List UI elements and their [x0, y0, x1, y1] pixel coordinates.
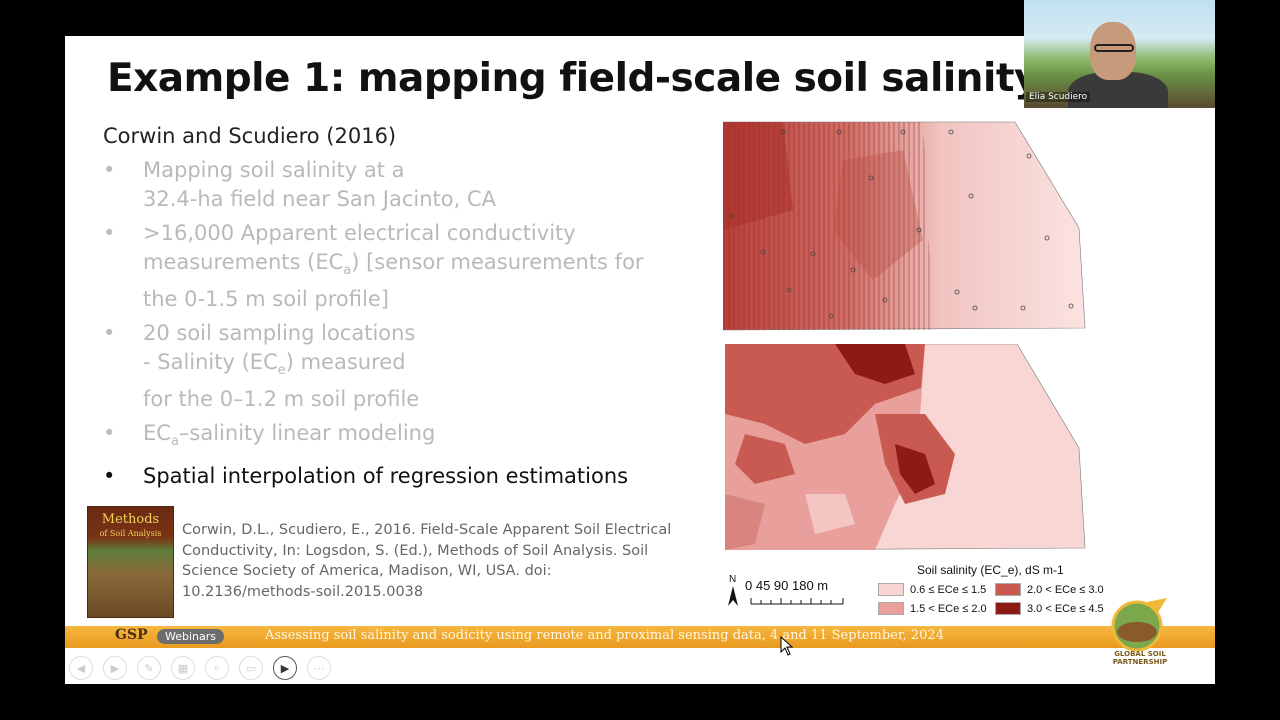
- legend-label: 3.0 < ECe ≤ 4.5: [1027, 602, 1104, 615]
- book-cover-image: Methods of Soil Analysis: [87, 506, 174, 618]
- legend-title: Soil salinity (EC_e), dS m-1: [917, 563, 1064, 577]
- bullet-line: 32.4-ha field near San Jacinto, CA: [143, 187, 496, 211]
- bullet-item: Spatial interpolation of regression esti…: [103, 462, 723, 491]
- webinar-banner: GSP Webinars Assessing soil salinity and…: [65, 626, 1215, 648]
- bullet-line: measurements (ECa) [sensor measurements …: [143, 250, 644, 279]
- presenter-name: Elia Scudiero: [1026, 92, 1091, 102]
- webinars-badge: Webinars: [157, 629, 225, 644]
- eca-survey-map: [723, 121, 1086, 331]
- bullet-line: the 0-1.5 m soil profile]: [143, 287, 389, 312]
- mouse-cursor-icon: [780, 636, 794, 656]
- slide-title: Example 1: mapping field-scale soil sali…: [107, 56, 1039, 101]
- gsp-logo-text: GLOBAL SOIL PARTNERSHIP: [1112, 650, 1168, 666]
- zoom-icon[interactable]: ⌕: [205, 656, 229, 680]
- bullet-item: ECa–salinity linear modeling: [103, 419, 723, 456]
- legend-label: 0.6 ≤ ECe ≤ 1.5: [910, 583, 987, 596]
- legend-swatch: [995, 602, 1021, 615]
- legend-label: 2.0 < ECe ≤ 3.0: [1027, 583, 1104, 596]
- bullet-line: Spatial interpolation of regression esti…: [143, 463, 629, 488]
- bullet-line: >16,000 Apparent electrical conductivity: [143, 221, 576, 245]
- bullet-list: Mapping soil salinity at a 32.4-ha field …: [103, 156, 723, 496]
- legend-swatch: [995, 583, 1021, 596]
- presentation-toolbar: ◀ ▶ ✎ ▦ ⌕ ▭ ▶ ⋯: [65, 652, 365, 682]
- slide-subtitle: Corwin and Scudiero (2016): [103, 124, 397, 148]
- previous-slide-icon[interactable]: ◀: [69, 656, 93, 680]
- north-arrow-icon: [728, 586, 738, 606]
- pen-icon[interactable]: ✎: [137, 656, 161, 680]
- camera-icon[interactable]: ▶: [273, 656, 297, 680]
- legend-item: 1.5 < ECe ≤ 2.0: [878, 602, 987, 615]
- gsp-logo-icon: [1111, 598, 1167, 652]
- bullet-line: Mapping soil salinity at a: [143, 158, 405, 182]
- salinity-interpolation-map: [725, 344, 1086, 550]
- webcam-thumbnail[interactable]: Elia Scudiero: [1024, 0, 1215, 108]
- more-options-icon[interactable]: ⋯: [307, 656, 331, 680]
- gsp-brand: GSP: [115, 627, 148, 643]
- legend-swatch: [878, 602, 904, 615]
- bullet-item: >16,000 Apparent electrical conductivity…: [103, 219, 723, 314]
- banner-title: Assessing soil salinity and sodicity usi…: [265, 628, 944, 643]
- book-title: Methods: [101, 512, 160, 527]
- legend-item: 0.6 ≤ ECe ≤ 1.5: [878, 583, 986, 596]
- subtitles-icon[interactable]: ▭: [239, 656, 263, 680]
- legend-item: 2.0 < ECe ≤ 3.0: [995, 583, 1104, 596]
- bullet-line: ECa–salinity linear modeling: [143, 421, 436, 450]
- legend-swatch: [878, 583, 904, 596]
- bullet-line: for the 0–1.2 m soil profile: [143, 387, 420, 412]
- north-arrow-label: N: [729, 574, 736, 585]
- legend-label: 1.5 < ECe ≤ 2.0: [910, 602, 987, 615]
- slide: Example 1: mapping field-scale soil sali…: [65, 36, 1215, 684]
- scale-bar-label: 0 45 90 180 m: [745, 578, 829, 593]
- book-subtitle: of Soil Analysis: [99, 529, 162, 538]
- scale-bar: N: [728, 574, 844, 606]
- bullet-line: - Salinity (ECe) measured: [143, 350, 406, 379]
- legend-item: 3.0 < ECe ≤ 4.5: [995, 602, 1104, 615]
- slides-grid-icon[interactable]: ▦: [171, 656, 195, 680]
- bullet-item: 20 soil sampling locations - Salinity (EC…: [103, 319, 723, 414]
- citation-text: Corwin, D.L., Scudiero, E., 2016. Field-…: [182, 522, 672, 600]
- bullet-item: Mapping soil salinity at a 32.4-ha field …: [103, 156, 723, 214]
- presenter-glasses: [1094, 44, 1134, 52]
- bullet-line: 20 soil sampling locations: [143, 321, 416, 346]
- next-slide-icon[interactable]: ▶: [103, 656, 127, 680]
